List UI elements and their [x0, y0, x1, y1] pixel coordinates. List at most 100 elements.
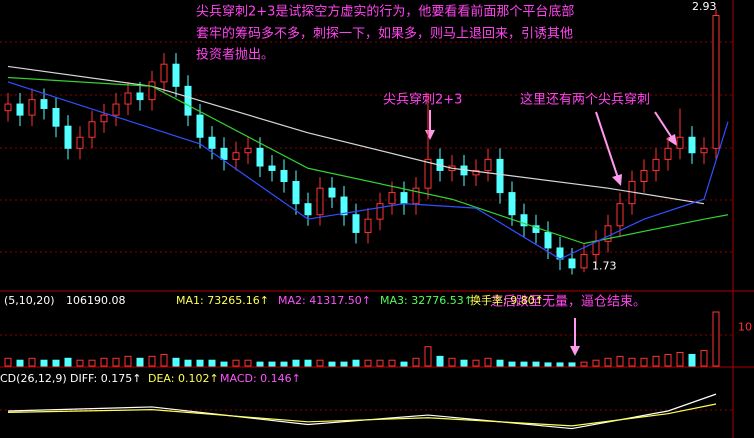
- candle-body: [508, 192, 516, 216]
- candle-body: [268, 165, 276, 171]
- legend-entry: MA2: 41317.50↑: [278, 294, 371, 307]
- volume-bar: [292, 359, 300, 367]
- volume-bar: [436, 355, 444, 367]
- candle-body: [88, 121, 96, 138]
- candle-body: [712, 14, 720, 149]
- volume-bar: [628, 357, 636, 367]
- volume-bar: [568, 362, 576, 367]
- candle-body: [376, 203, 384, 220]
- price-label: 2.93: [692, 0, 717, 13]
- candle-body: [484, 158, 492, 171]
- annotation: 之后跌至无量，逼仓结束。: [490, 294, 646, 310]
- candle-body: [4, 103, 12, 112]
- volume-bar: [652, 355, 660, 367]
- volume-bar: [208, 359, 216, 367]
- volume-bar: [544, 362, 552, 367]
- candle-body: [304, 203, 312, 216]
- candle-body: [640, 169, 648, 183]
- candle-body: [100, 114, 108, 123]
- volume-bar: [448, 357, 456, 367]
- candle-body: [424, 158, 432, 189]
- candle-body: [172, 63, 180, 87]
- volume-bar: [268, 361, 276, 367]
- y-tick-label: 10: [738, 320, 752, 333]
- candle-body: [568, 258, 576, 269]
- candle-body: [256, 147, 264, 167]
- candle-body: [112, 103, 120, 116]
- volume-bar: [88, 359, 96, 367]
- volume-bar: [256, 361, 264, 367]
- indicator-line: [7, 393, 717, 430]
- candle-body: [688, 136, 696, 154]
- candle-body: [76, 136, 84, 149]
- volume-bar: [484, 357, 492, 367]
- volume-bar: [640, 357, 648, 367]
- candle-body: [328, 187, 336, 198]
- legend-entry: DEA: 0.102↑: [148, 372, 219, 385]
- volume-bar: [148, 355, 156, 367]
- volume-bar: [16, 359, 24, 367]
- candle-body: [28, 99, 36, 116]
- volume-bar: [244, 359, 252, 367]
- volume-bar: [196, 359, 204, 367]
- candle-body: [400, 192, 408, 205]
- candle-body: [244, 147, 252, 154]
- volume-bar: [28, 357, 36, 367]
- candle-body: [340, 196, 348, 216]
- candle-body: [676, 136, 684, 149]
- candle-body: [700, 147, 708, 154]
- volume-bar: [352, 359, 360, 367]
- legend-entry: DIFF: 0.175↑: [70, 372, 141, 385]
- volume-bar: [76, 359, 84, 367]
- candle-body: [364, 218, 372, 233]
- candle-body: [64, 125, 72, 149]
- volume-bar: [220, 361, 228, 367]
- volume-bar: [100, 357, 108, 367]
- candle-body: [352, 214, 360, 233]
- volume-bar: [424, 346, 432, 367]
- volume-bar: [316, 359, 324, 367]
- volume-bar: [412, 357, 420, 367]
- indicator-line: [7, 76, 729, 245]
- candle-body: [160, 63, 168, 83]
- candle-body: [292, 181, 300, 205]
- candle-body: [196, 114, 204, 138]
- annotation: 投资者抛出。: [196, 47, 274, 63]
- legend-entry: (5,10,20): [4, 294, 55, 307]
- legend-entry: 106190.08: [66, 294, 126, 307]
- volume-bar: [532, 361, 540, 367]
- annotation: 尖兵穿刺2+3是试探空方虚实的行为，他要看看前面那个平台底部: [196, 4, 574, 20]
- volume-bar: [364, 359, 372, 367]
- candle-body: [652, 158, 660, 171]
- volume-bar: [40, 359, 48, 367]
- candle-body: [544, 231, 552, 249]
- volume-bar: [496, 359, 504, 367]
- candle-body: [184, 85, 192, 116]
- candle-body: [496, 158, 504, 194]
- candle-body: [16, 103, 24, 116]
- candle-body: [124, 92, 132, 105]
- volume-bar: [184, 359, 192, 367]
- candle-body: [220, 147, 228, 160]
- volume-bar: [556, 362, 564, 367]
- volume-bar: [472, 359, 480, 367]
- volume-bar: [520, 361, 528, 367]
- volume-bar: [340, 361, 348, 367]
- candle-body: [472, 169, 480, 176]
- volume-bar: [616, 355, 624, 367]
- candle-body: [604, 225, 612, 242]
- volume-bar: [52, 359, 60, 367]
- volume-bar: [688, 353, 696, 367]
- candle-body: [412, 187, 420, 205]
- volume-bar: [160, 353, 168, 367]
- volume-bar: [172, 357, 180, 367]
- volume-bar: [388, 359, 396, 367]
- candle-body: [388, 192, 396, 205]
- volume-bar: [4, 357, 12, 367]
- volume-bar: [676, 352, 684, 367]
- volume-bar: [124, 355, 132, 367]
- indicator-line: [7, 403, 717, 427]
- volume-bar: [712, 311, 720, 367]
